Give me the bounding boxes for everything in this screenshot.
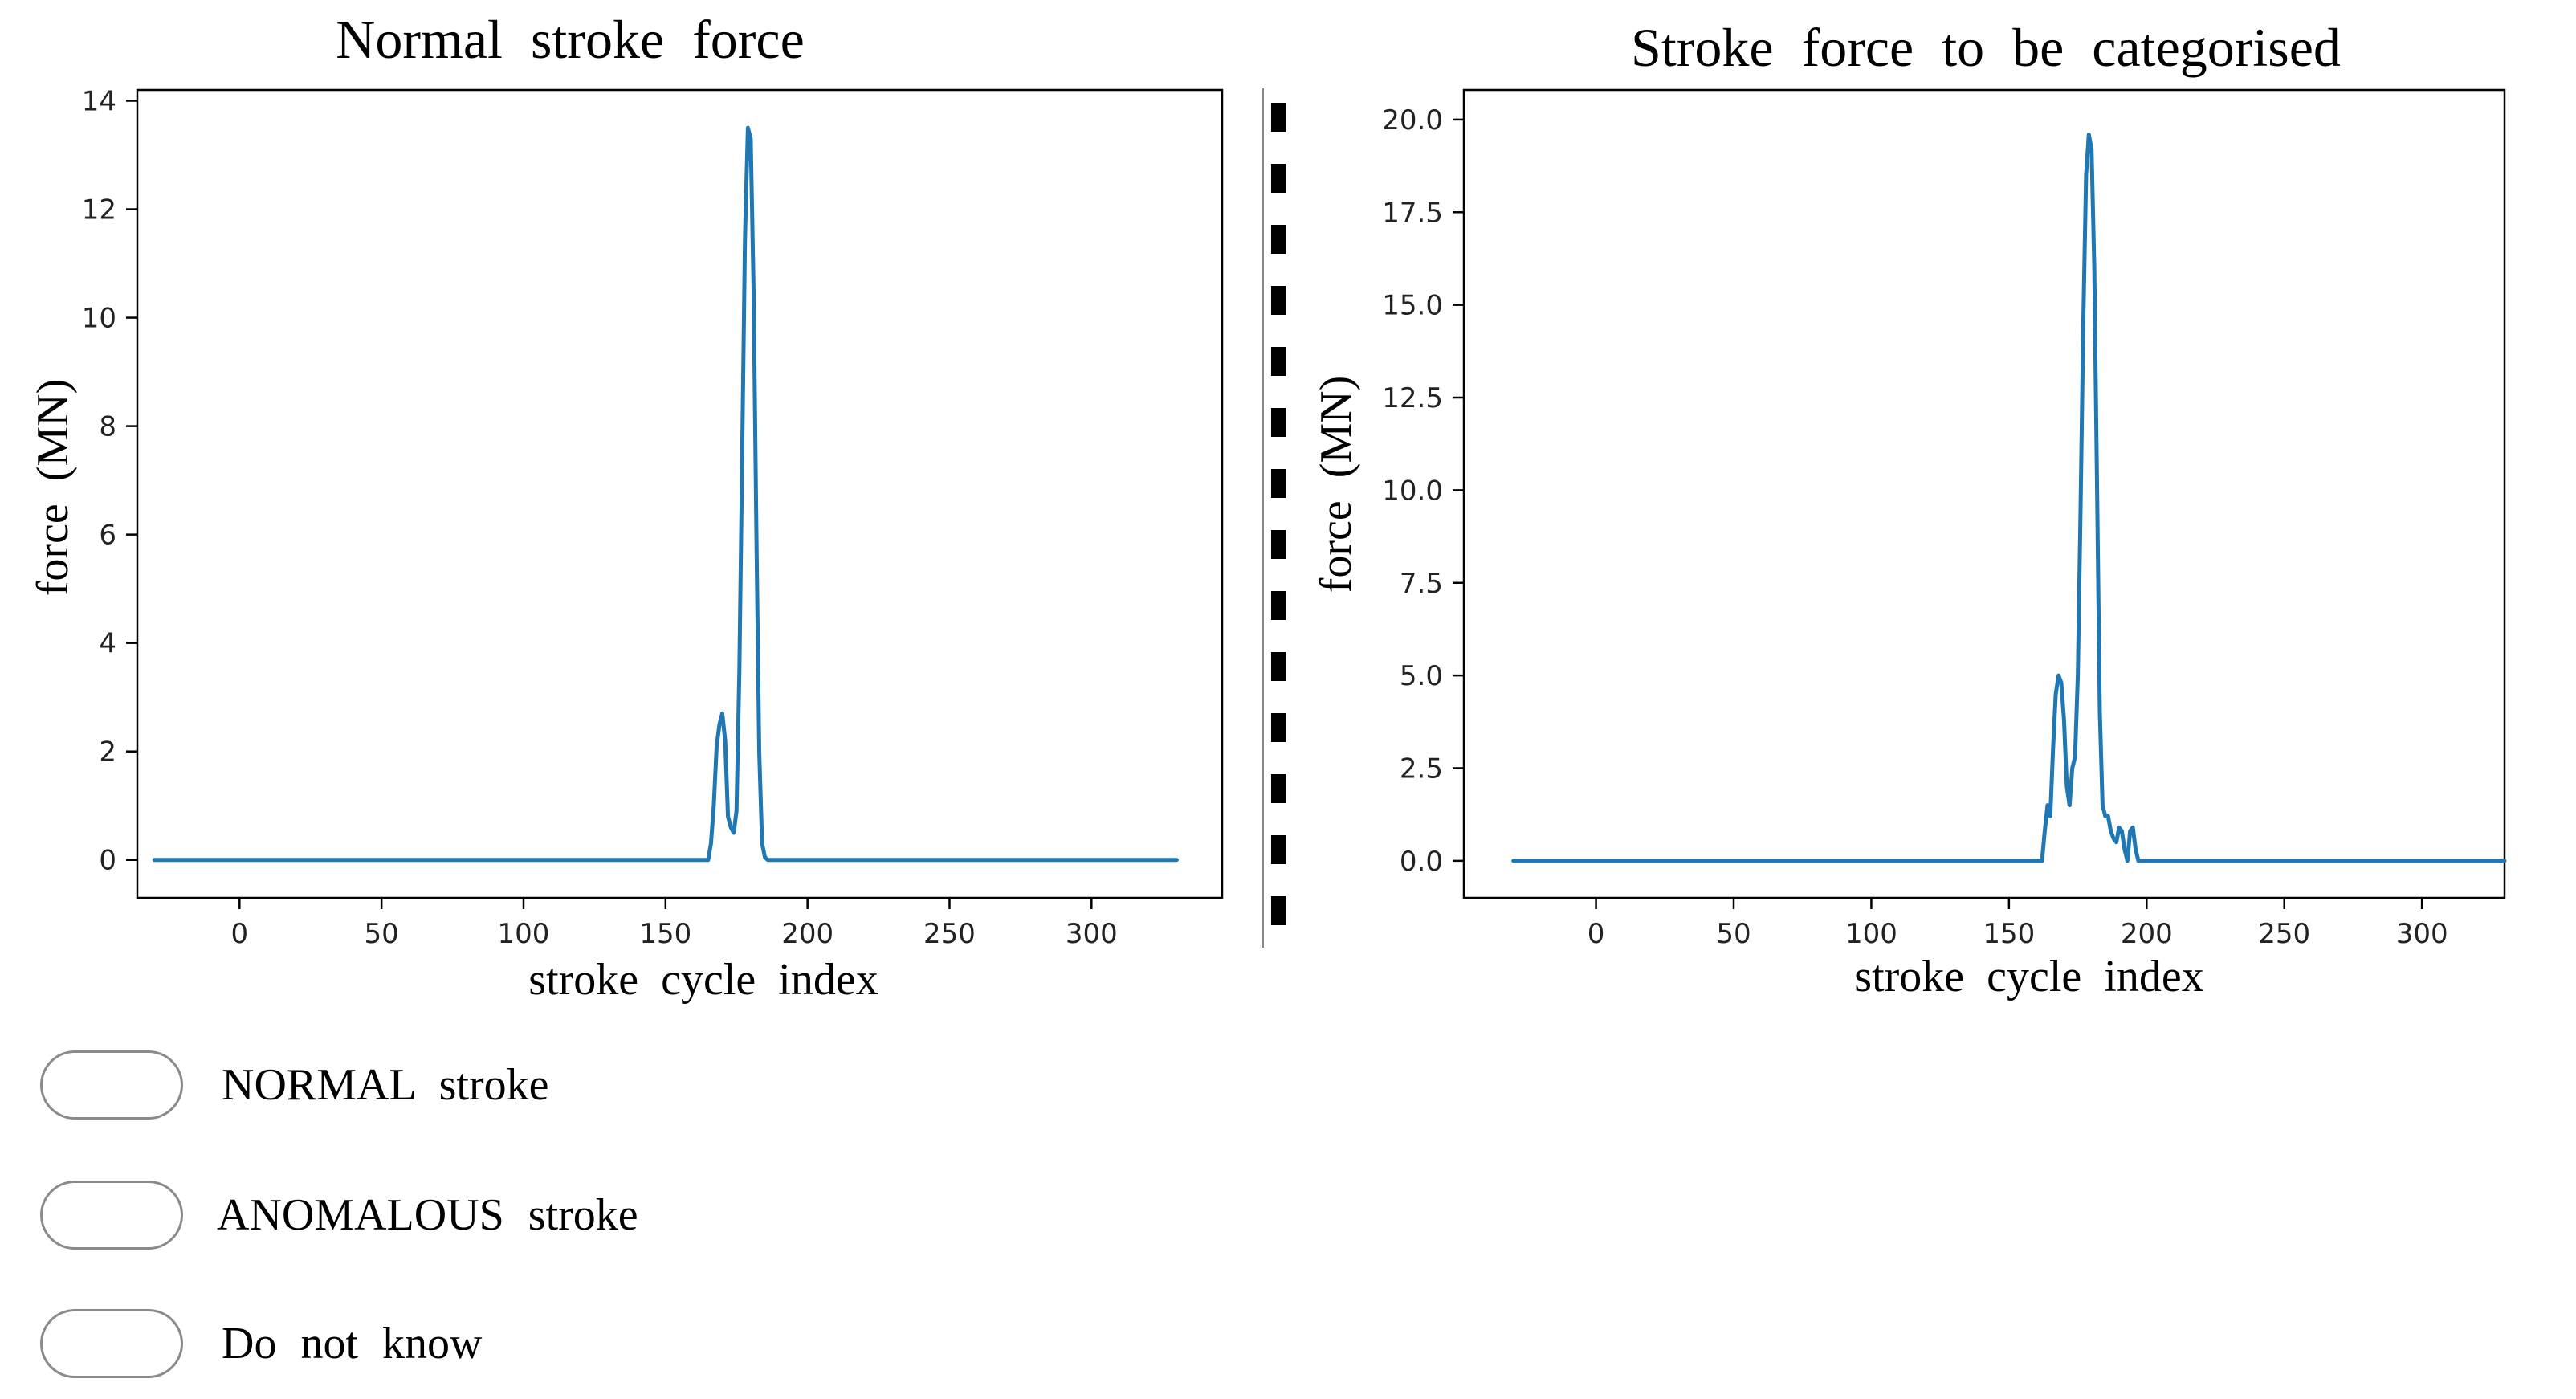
x-axis-label: stroke cycle index (528, 955, 878, 1005)
y-axis-label: force (MN) (28, 379, 78, 597)
y-tick-label: 8 (99, 411, 116, 443)
x-axis-label: stroke cycle index (1854, 952, 2203, 1001)
option-label: ANOMALOUS stroke (217, 1190, 638, 1240)
x-tick-label: 100 (1845, 918, 1897, 950)
force-series-line (152, 125, 1179, 863)
x-tick-label: 0 (1588, 918, 1605, 950)
option-label: Do not know (222, 1319, 483, 1368)
y-tick-label: 12 (82, 194, 116, 226)
y-tick-label: 10.0 (1382, 475, 1443, 507)
y-tick-label: 0 (99, 845, 116, 877)
x-tick-label: 200 (2121, 918, 2173, 950)
y-tick-label: 20.0 (1382, 104, 1443, 137)
x-tick-label: 0 (230, 918, 248, 950)
y-tick-label: 4 (99, 628, 116, 660)
y-tick-label: 10 (82, 303, 116, 335)
x-ticks: 0 50 100 150 200 250 300 (1588, 898, 2448, 950)
chart-title: Stroke force to be categorised (1631, 17, 2341, 78)
y-axis-label: force (MN) (1311, 376, 1361, 593)
y-tick-label: 5.0 (1400, 660, 1443, 692)
y-tick-label: 15.0 (1382, 290, 1443, 322)
x-tick-label: 200 (781, 918, 834, 950)
chart-title: Normal stroke force (336, 9, 805, 70)
y-tick-label: 6 (99, 520, 116, 552)
x-ticks: 0 50 100 150 200 250 300 (230, 898, 1118, 950)
x-tick-label: 150 (639, 918, 691, 950)
option-label: NORMAL stroke (222, 1060, 549, 1110)
x-tick-label: 50 (1716, 918, 1751, 950)
plot-frame (136, 88, 1224, 899)
option-anomalous-stroke[interactable]: ANOMALOUS stroke (40, 1179, 638, 1251)
y-tick-label: 7.5 (1400, 568, 1443, 600)
y-ticks: 0.0 2.5 5.0 7.5 10.0 12.5 15.0 17.5 20.0 (1382, 104, 1464, 878)
x-tick-label: 150 (1983, 918, 2035, 950)
option-toggle[interactable] (40, 1050, 183, 1120)
option-toggle[interactable] (40, 1309, 183, 1378)
x-tick-label: 300 (2396, 918, 2448, 950)
y-tick-label: 17.5 (1382, 197, 1443, 229)
option-normal-stroke[interactable]: NORMAL stroke (40, 1049, 548, 1121)
x-tick-label: 250 (923, 918, 976, 950)
x-tick-label: 300 (1066, 918, 1118, 950)
x-tick-label: 100 (498, 918, 550, 950)
force-series-line (1511, 132, 2507, 863)
y-ticks: 0 2 4 6 8 10 12 14 (82, 86, 137, 877)
option-toggle[interactable] (40, 1181, 183, 1250)
plot-frame (1462, 88, 2506, 899)
y-tick-label: 2.5 (1400, 753, 1443, 785)
x-tick-label: 50 (365, 918, 399, 950)
chart-normal-stroke: Normal stroke force force (MN) stroke cy… (28, 9, 1224, 1005)
y-tick-label: 14 (82, 86, 116, 118)
y-tick-label: 12.5 (1382, 382, 1443, 414)
chart-stroke-to-categorise: Stroke force to be categorised force (MN… (1311, 17, 2507, 1001)
option-do-not-know[interactable]: Do not know (40, 1307, 482, 1380)
x-tick-label: 250 (2258, 918, 2310, 950)
y-tick-label: 2 (99, 736, 116, 769)
y-tick-label: 0.0 (1400, 846, 1443, 878)
